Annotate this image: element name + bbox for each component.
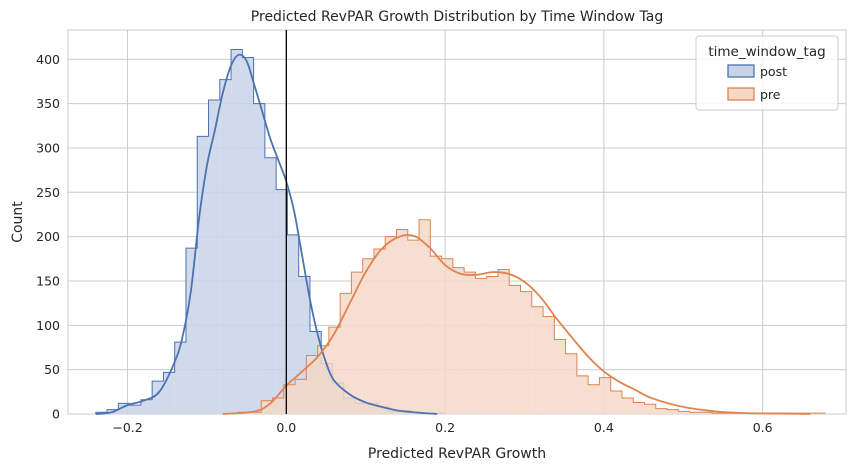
bar-post: [219, 79, 232, 415]
bar-post: [264, 157, 277, 414]
bar-post: [140, 399, 153, 414]
bar-pre: [328, 327, 341, 414]
bar-post: [174, 342, 186, 414]
bar-pre: [340, 293, 352, 414]
bar-pre: [565, 353, 577, 414]
histogram-layer: [95, 49, 826, 415]
bar-post: [118, 403, 130, 414]
bar-pre: [531, 306, 544, 414]
y-tick-labels: 0 50 100 150 200 250 300 350 400: [36, 52, 60, 422]
bar-pre: [599, 377, 611, 414]
bar-pre: [689, 412, 701, 414]
y-tick-label: 250: [36, 185, 60, 200]
bar-pre: [576, 375, 589, 414]
kde-curve-pre: [222, 234, 811, 415]
bar-pre: [351, 272, 363, 414]
bar-pre: [497, 269, 510, 414]
y-tick-label: 350: [36, 96, 60, 111]
bar-post: [208, 100, 220, 414]
x-tick-label: 0.4: [594, 420, 614, 435]
legend-title: time_window_tag: [708, 44, 825, 60]
bar-pre: [272, 398, 284, 414]
bar-pre: [700, 412, 713, 414]
y-tick-label: 400: [36, 52, 60, 67]
bar-post: [253, 103, 265, 414]
bar-pre: [261, 400, 273, 414]
bar-pre: [385, 236, 397, 414]
kde-layer: [95, 53, 811, 415]
bar-pre: [419, 219, 431, 414]
bar-post: [197, 136, 209, 414]
bar-pre: [486, 276, 498, 414]
bar-pre: [464, 272, 476, 414]
bar-pre: [317, 345, 329, 414]
x-tick-label: 0.0: [276, 420, 296, 435]
legend-swatch-pre: [727, 87, 755, 101]
y-tick-label: 300: [36, 140, 60, 155]
bar-post: [129, 405, 141, 414]
bar-pre: [452, 267, 465, 414]
bar-pre: [509, 285, 521, 414]
bar-pre: [306, 355, 318, 414]
series-pre: [238, 219, 826, 414]
bar-pre: [655, 408, 668, 414]
bar-pre: [543, 316, 555, 414]
y-axis-label: Count: [10, 201, 26, 243]
bar-pre: [475, 278, 487, 414]
bar-pre: [678, 411, 690, 414]
bar-post: [152, 381, 164, 414]
bar-pre: [644, 404, 656, 414]
bar-pre: [430, 256, 442, 414]
step-outline-pre: [238, 219, 826, 414]
bar-pre: [396, 229, 408, 414]
bar-pre: [283, 384, 296, 414]
legend-label-pre: pre: [760, 87, 781, 102]
bar-pre: [441, 258, 453, 414]
bar-pre: [249, 412, 262, 414]
x-tick-label: 0.6: [753, 420, 773, 435]
legend-label-post: post: [760, 64, 787, 79]
x-tick-labels: −0.2 0.0 0.2 0.4 0.6: [112, 420, 772, 435]
bar-pre: [362, 258, 374, 414]
bar-pre: [588, 384, 600, 414]
x-axis-label: Predicted RevPAR Growth: [368, 446, 546, 462]
y-tick-label: 150: [36, 273, 60, 288]
bar-pre: [633, 402, 645, 414]
bar-post: [287, 234, 299, 414]
bar-pre: [621, 398, 634, 414]
chart-title: Predicted RevPAR Growth Distribution by …: [251, 9, 663, 25]
legend: time_window_tag post pre: [695, 35, 839, 111]
bar-pre: [610, 390, 622, 414]
bar-pre: [373, 249, 386, 414]
bar-post: [231, 49, 243, 415]
y-tick-label: 0: [52, 407, 60, 422]
bar-post: [276, 189, 288, 414]
bar-pre: [667, 409, 679, 414]
y-tick-label: 100: [36, 318, 60, 333]
bar-pre: [295, 379, 307, 414]
bar-pre: [520, 291, 532, 414]
kde-curve-post: [95, 53, 438, 415]
x-tick-label: −0.2: [112, 420, 142, 435]
y-tick-label: 200: [36, 229, 60, 244]
legend-swatch-post: [727, 64, 755, 78]
x-tick-label: 0.2: [435, 420, 455, 435]
bar-pre: [554, 339, 566, 414]
bar-post: [298, 276, 310, 414]
bar-pre: [407, 240, 420, 414]
bar-post: [185, 248, 198, 414]
bar-post: [163, 372, 175, 414]
y-tick-label: 50: [44, 362, 60, 377]
bar-post: [242, 57, 254, 415]
